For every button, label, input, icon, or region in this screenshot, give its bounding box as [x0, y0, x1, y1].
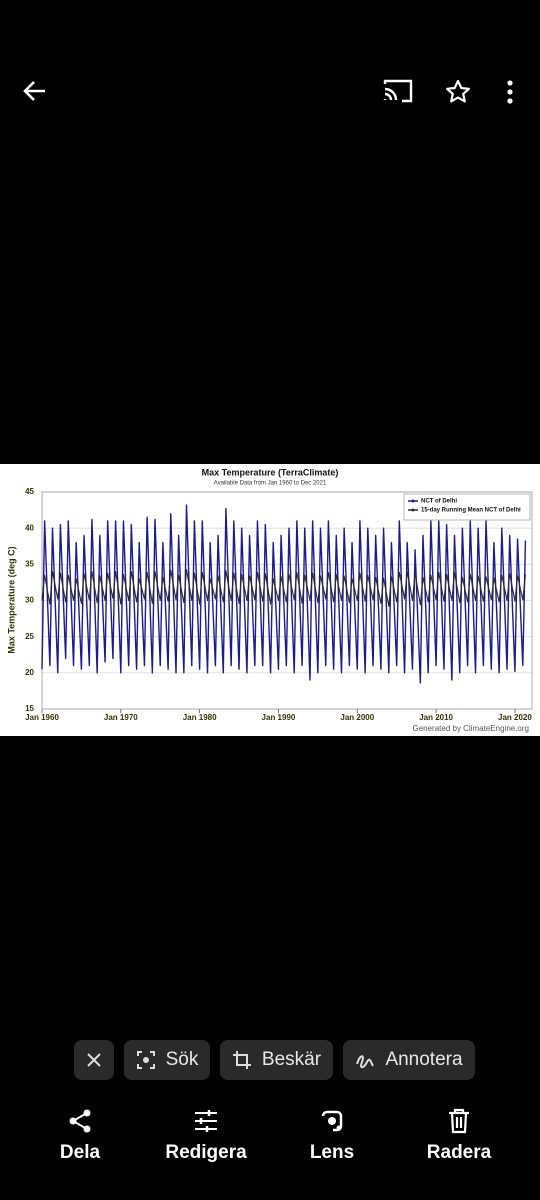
- data-line: [41, 504, 527, 684]
- chip-label: Beskär: [261, 1049, 322, 1070]
- y-tick-label: 35: [25, 559, 34, 568]
- button-label: Lens: [309, 1142, 355, 1163]
- edit-button[interactable]: Redigera: [151, 1108, 261, 1164]
- x-tick-label: Jan 2010: [419, 713, 453, 722]
- x-tick-label: Jan 1960: [25, 713, 59, 722]
- chip-label: Annotera: [385, 1049, 463, 1070]
- button-label: Redigera: [165, 1142, 247, 1163]
- chart-subtitle: Available Data from Jan 1960 to Dec 2021: [214, 481, 327, 487]
- cast-button[interactable]: [382, 77, 414, 105]
- y-tick-label: 15: [25, 704, 34, 713]
- button-label: Radera: [426, 1142, 492, 1163]
- search-chip[interactable]: Sök: [124, 1040, 210, 1080]
- x-tick-label: Jan 1990: [262, 713, 296, 722]
- x-tick-label: Jan 1980: [183, 713, 217, 722]
- y-tick-label: 40: [25, 523, 34, 532]
- chart: Max Temperature (TerraClimate) Available…: [0, 464, 540, 736]
- y-tick-label: 25: [25, 632, 34, 641]
- legend-marker: [411, 508, 415, 512]
- chip-label: Sök: [165, 1049, 199, 1070]
- share-button[interactable]: Dela: [25, 1108, 135, 1164]
- chart-title: Max Temperature (TerraClimate): [202, 467, 339, 477]
- x-tick-label: Jan 1970: [104, 713, 138, 722]
- button-label: Dela: [59, 1142, 101, 1163]
- favorite-button[interactable]: [444, 78, 472, 106]
- back-button[interactable]: [20, 76, 50, 106]
- legend-label: 15-day Running Mean NCT of Delhi: [421, 508, 521, 514]
- chart-credit: Generated by ClimateEngine.org: [412, 724, 529, 733]
- legend-box: [403, 493, 531, 521]
- data-line: [41, 568, 526, 607]
- y-axis-label: Max Temperature (deg C): [6, 546, 16, 653]
- y-tick-label: 30: [25, 596, 34, 605]
- legend-marker: [411, 499, 415, 503]
- delete-button[interactable]: Radera: [404, 1108, 514, 1164]
- crop-chip[interactable]: Beskär: [220, 1040, 333, 1080]
- x-tick-label: Jan 2000: [340, 713, 374, 722]
- x-tick-label: Jan 2020: [498, 713, 532, 722]
- legend-label: NCT of Delhi: [421, 499, 457, 505]
- close-chip[interactable]: [74, 1040, 114, 1080]
- y-tick-label: 45: [25, 487, 34, 496]
- more-button[interactable]: [500, 78, 520, 106]
- lens-button[interactable]: Lens: [277, 1108, 387, 1164]
- annotate-chip[interactable]: Annotera: [343, 1040, 475, 1080]
- y-tick-label: 20: [25, 668, 34, 677]
